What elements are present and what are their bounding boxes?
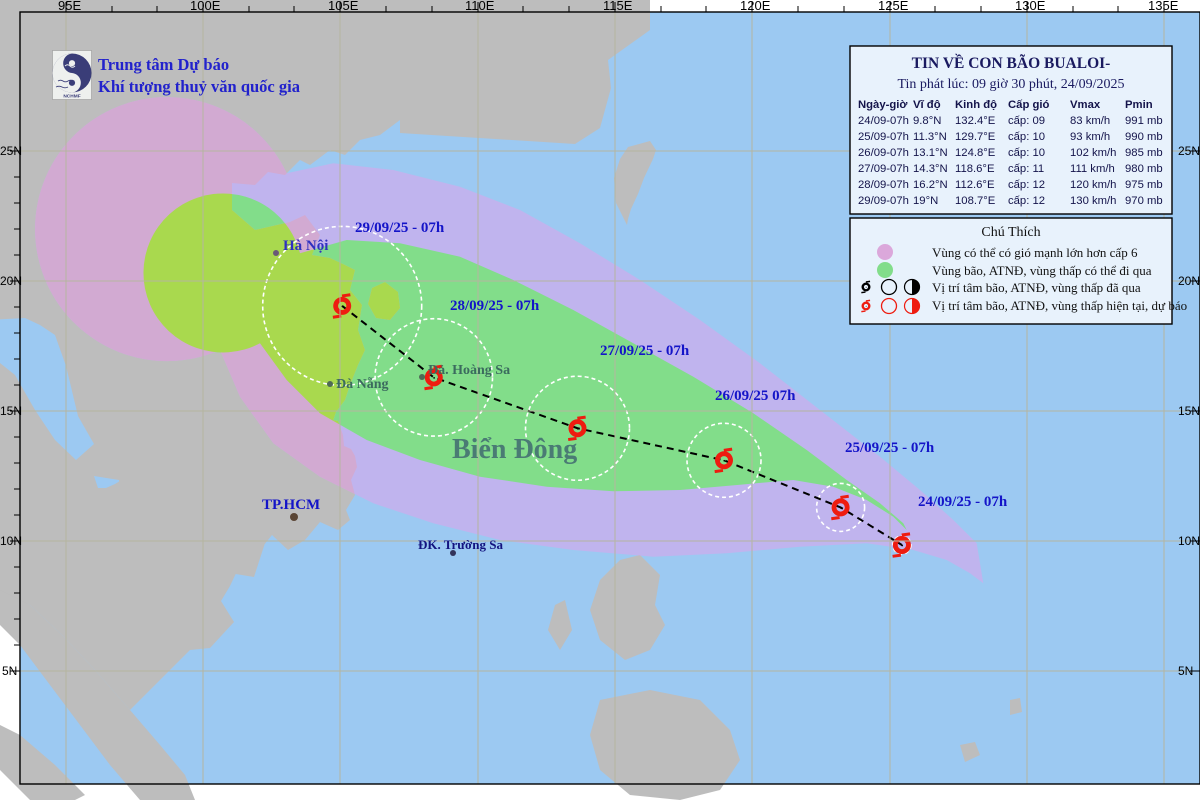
svg-text:11.3°N: 11.3°N — [913, 131, 947, 143]
svg-text:Vĩ độ: Vĩ độ — [913, 99, 941, 111]
svg-text:Vmax: Vmax — [1070, 99, 1101, 111]
svg-text:991 mb: 991 mb — [1125, 115, 1163, 127]
svg-text:TIN VỀ CON BÃO BUALOI-: TIN VỀ CON BÃO BUALOI- — [912, 54, 1111, 72]
svg-text:Vùng bão, ATNĐ, vùng thấp có t: Vùng bão, ATNĐ, vùng thấp có thể đi qua — [932, 263, 1152, 278]
svg-text:129.7°E: 129.7°E — [955, 131, 996, 143]
svg-text:120 km/h: 120 km/h — [1070, 179, 1116, 191]
svg-text:cấp: 10: cấp: 10 — [1008, 147, 1045, 159]
svg-text:24/09-07h: 24/09-07h — [858, 115, 909, 127]
svg-text:Đà Nẵng: Đà Nẵng — [336, 376, 389, 392]
svg-text:9.8°N: 9.8°N — [913, 115, 941, 127]
svg-text:132.4°E: 132.4°E — [955, 115, 996, 127]
svg-text:13.1°N: 13.1°N — [913, 147, 948, 159]
svg-text:985 mb: 985 mb — [1125, 147, 1163, 159]
svg-text:975 mb: 975 mb — [1125, 179, 1163, 191]
svg-text:19°N: 19°N — [913, 195, 938, 207]
svg-text:Ngày-giờ: Ngày-giờ — [858, 99, 908, 111]
svg-text:120E: 120E — [740, 0, 771, 13]
svg-text:NCHMF: NCHMF — [63, 94, 80, 100]
svg-text:135E: 135E — [1148, 0, 1179, 13]
svg-text:cấp: 11: cấp: 11 — [1008, 163, 1044, 175]
svg-text:Đả. Hoàng Sa: Đả. Hoàng Sa — [428, 363, 510, 378]
svg-text:Vùng có thể có gió mạnh lớn hơ: Vùng có thể có gió mạnh lớn hơn cấp 6 — [932, 245, 1138, 260]
svg-text:27/09-07h: 27/09-07h — [858, 163, 909, 175]
svg-text:990 mb: 990 mb — [1125, 131, 1163, 143]
svg-text:118.6°E: 118.6°E — [955, 163, 995, 175]
svg-text:5N: 5N — [2, 664, 17, 678]
svg-text:115E: 115E — [603, 0, 633, 13]
svg-text:TP.HCM: TP.HCM — [262, 497, 320, 513]
svg-text:Vị trí tâm bão, ATNĐ, vùng thấ: Vị trí tâm bão, ATNĐ, vùng thấp hiện tại… — [932, 298, 1187, 313]
svg-text:27/09/25 - 07h: 27/09/25 - 07h — [600, 343, 690, 359]
svg-text:Vị trí tâm bão, ATNĐ, vùng thấ: Vị trí tâm bão, ATNĐ, vùng thấp đã qua — [932, 280, 1141, 295]
svg-text:Cấp gió: Cấp gió — [1008, 99, 1050, 111]
svg-text:125E: 125E — [878, 0, 909, 13]
svg-text:14.3°N: 14.3°N — [913, 163, 948, 175]
svg-text:Chú Thích: Chú Thích — [981, 225, 1040, 240]
svg-text:83 km/h: 83 km/h — [1070, 115, 1110, 127]
svg-text:15N: 15N — [0, 404, 22, 418]
svg-text:10N: 10N — [0, 534, 22, 548]
svg-text:105E: 105E — [328, 0, 359, 13]
svg-text:26/09-07h: 26/09-07h — [858, 147, 909, 159]
svg-text:20N: 20N — [0, 274, 22, 288]
svg-text:16.2°N: 16.2°N — [913, 179, 948, 191]
svg-text:cấp: 09: cấp: 09 — [1008, 115, 1045, 127]
svg-text:970 mb: 970 mb — [1125, 195, 1163, 207]
svg-text:cấp: 10: cấp: 10 — [1008, 131, 1045, 143]
svg-text:Hà Nội: Hà Nội — [283, 238, 328, 254]
svg-text:Kinh độ: Kinh độ — [955, 99, 997, 111]
svg-text:29/09/25 - 07h: 29/09/25 - 07h — [355, 220, 445, 236]
svg-text:111 km/h: 111 km/h — [1070, 163, 1115, 175]
svg-text:112.6°E: 112.6°E — [955, 179, 995, 191]
svg-text:25/09/25 - 07h: 25/09/25 - 07h — [845, 440, 935, 456]
svg-text:26/09/25 07h: 26/09/25 07h — [715, 388, 796, 404]
svg-text:Khí tượng thuỷ văn quốc gia: Khí tượng thuỷ văn quốc gia — [98, 77, 300, 96]
svg-text:Biển Đông: Biển Đông — [452, 434, 577, 465]
svg-text:100E: 100E — [190, 0, 221, 13]
svg-text:93 km/h: 93 km/h — [1070, 131, 1110, 143]
svg-text:cấp: 12: cấp: 12 — [1008, 179, 1045, 191]
svg-text:25N: 25N — [0, 144, 22, 158]
svg-text:cấp: 12: cấp: 12 — [1008, 195, 1045, 207]
svg-text:ĐK. Trường Sa: ĐK. Trường Sa — [418, 537, 503, 552]
svg-text:130E: 130E — [1015, 0, 1046, 13]
svg-text:124.8°E: 124.8°E — [955, 147, 996, 159]
svg-text:108.7°E: 108.7°E — [955, 195, 996, 207]
svg-text:Trung tâm Dự báo: Trung tâm Dự báo — [98, 55, 229, 74]
svg-text:95E: 95E — [58, 0, 81, 13]
svg-text:24/09/25 - 07h: 24/09/25 - 07h — [918, 494, 1008, 510]
svg-text:Pmin: Pmin — [1125, 99, 1153, 111]
svg-text:29/09-07h: 29/09-07h — [858, 195, 909, 207]
svg-text:25/09-07h: 25/09-07h — [858, 131, 909, 143]
svg-text:102 km/h: 102 km/h — [1070, 147, 1116, 159]
svg-text:28/09/25 - 07h: 28/09/25 - 07h — [450, 298, 540, 314]
svg-text:130 km/h: 130 km/h — [1070, 195, 1116, 207]
svg-text:980 mb: 980 mb — [1125, 163, 1163, 175]
svg-text:110E: 110E — [465, 0, 495, 13]
svg-text:28/09-07h: 28/09-07h — [858, 179, 909, 191]
svg-text:Tin phát lúc: 09 giờ 30 phút,: Tin phát lúc: 09 giờ 30 phút, 24/09/2025 — [897, 77, 1124, 92]
